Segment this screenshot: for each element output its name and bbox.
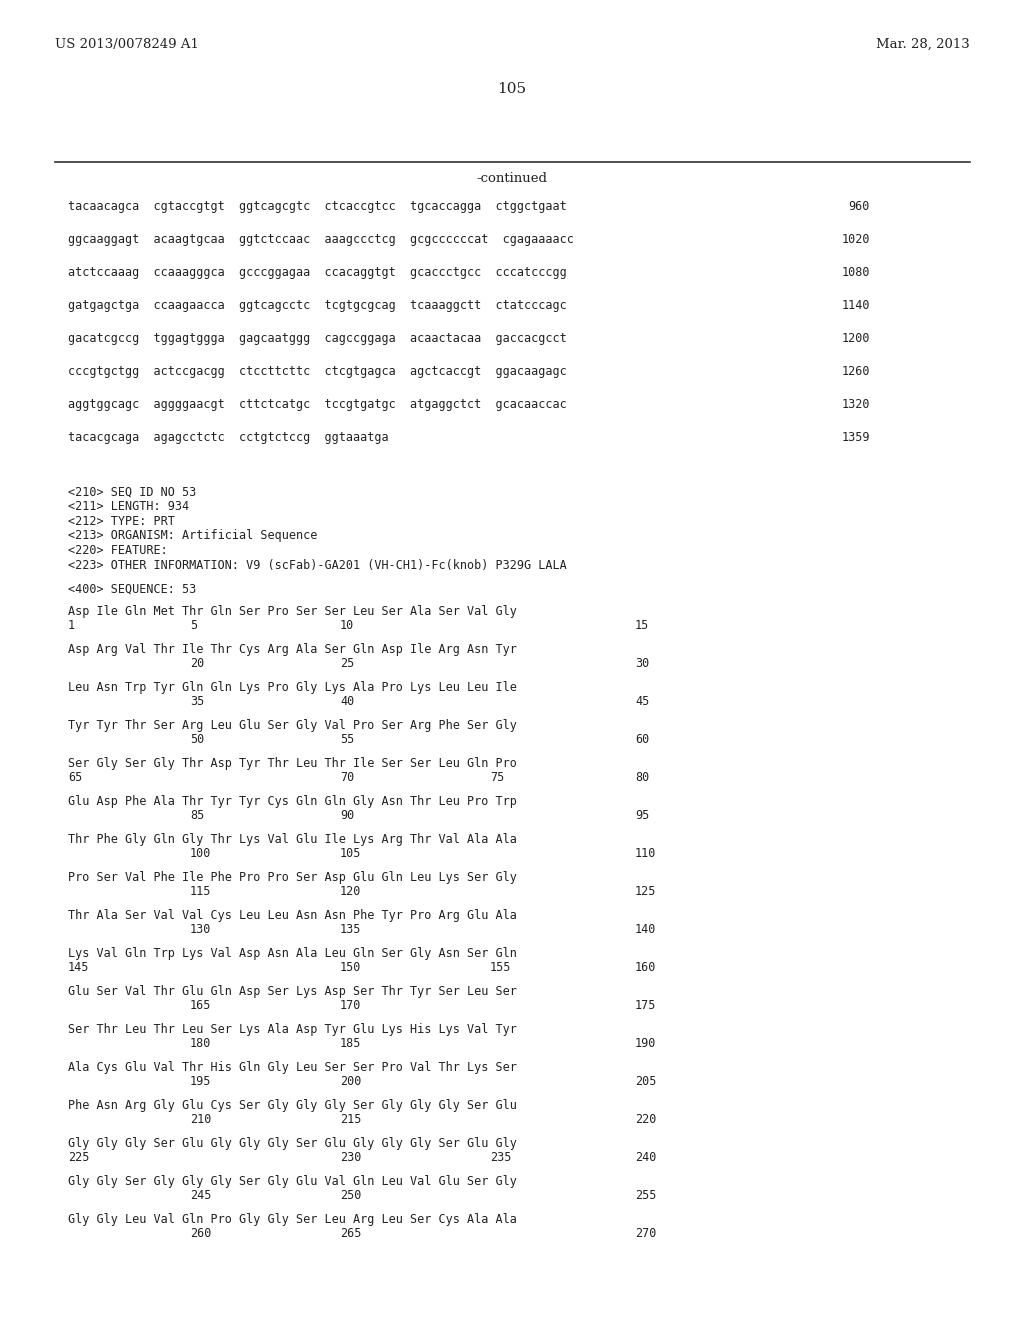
Text: 165: 165 [190, 999, 211, 1012]
Text: 150: 150 [340, 961, 361, 974]
Text: atctccaaag  ccaaagggca  gcccggagaa  ccacaggtgt  gcaccctgcc  cccatcccgg: atctccaaag ccaaagggca gcccggagaa ccacagg… [68, 267, 566, 279]
Text: cccgtgctgg  actccgacgg  ctccttcttc  ctcgtgagca  agctcaccgt  ggacaagagc: cccgtgctgg actccgacgg ctccttcttc ctcgtga… [68, 366, 566, 378]
Text: 100: 100 [190, 847, 211, 861]
Text: 230: 230 [340, 1151, 361, 1164]
Text: 155: 155 [490, 961, 511, 974]
Text: 145: 145 [68, 961, 89, 974]
Text: Gly Gly Leu Val Gln Pro Gly Gly Ser Leu Arg Leu Ser Cys Ala Ala: Gly Gly Leu Val Gln Pro Gly Gly Ser Leu … [68, 1213, 517, 1226]
Text: Thr Phe Gly Gln Gly Thr Lys Val Glu Ile Lys Arg Thr Val Ala Ala: Thr Phe Gly Gln Gly Thr Lys Val Glu Ile … [68, 833, 517, 846]
Text: 1260: 1260 [842, 366, 870, 378]
Text: 40: 40 [340, 696, 354, 708]
Text: 125: 125 [635, 884, 656, 898]
Text: 95: 95 [635, 809, 649, 822]
Text: <212> TYPE: PRT: <212> TYPE: PRT [68, 515, 175, 528]
Text: 180: 180 [190, 1038, 211, 1049]
Text: Tyr Tyr Thr Ser Arg Leu Glu Ser Gly Val Pro Ser Arg Phe Ser Gly: Tyr Tyr Thr Ser Arg Leu Glu Ser Gly Val … [68, 719, 517, 733]
Text: 45: 45 [635, 696, 649, 708]
Text: Ser Gly Ser Gly Thr Asp Tyr Thr Leu Thr Ile Ser Ser Leu Gln Pro: Ser Gly Ser Gly Thr Asp Tyr Thr Leu Thr … [68, 756, 517, 770]
Text: 1: 1 [68, 619, 75, 632]
Text: 215: 215 [340, 1113, 361, 1126]
Text: 140: 140 [635, 923, 656, 936]
Text: 70: 70 [340, 771, 354, 784]
Text: tacaacagca  cgtaccgtgt  ggtcagcgtc  ctcaccgtcc  tgcaccagga  ctggctgaat: tacaacagca cgtaccgtgt ggtcagcgtc ctcaccg… [68, 201, 566, 213]
Text: <211> LENGTH: 934: <211> LENGTH: 934 [68, 500, 189, 513]
Text: 210: 210 [190, 1113, 211, 1126]
Text: Mar. 28, 2013: Mar. 28, 2013 [877, 38, 970, 51]
Text: 15: 15 [635, 619, 649, 632]
Text: 220: 220 [635, 1113, 656, 1126]
Text: 245: 245 [190, 1189, 211, 1203]
Text: 20: 20 [190, 657, 204, 671]
Text: 30: 30 [635, 657, 649, 671]
Text: Ser Thr Leu Thr Leu Ser Lys Ala Asp Tyr Glu Lys His Lys Val Tyr: Ser Thr Leu Thr Leu Ser Lys Ala Asp Tyr … [68, 1023, 517, 1036]
Text: 105: 105 [498, 82, 526, 96]
Text: 1140: 1140 [842, 300, 870, 312]
Text: 265: 265 [340, 1228, 361, 1239]
Text: 255: 255 [635, 1189, 656, 1203]
Text: 35: 35 [190, 696, 204, 708]
Text: 135: 135 [340, 923, 361, 936]
Text: 200: 200 [340, 1074, 361, 1088]
Text: 80: 80 [635, 771, 649, 784]
Text: 270: 270 [635, 1228, 656, 1239]
Text: <400> SEQUENCE: 53: <400> SEQUENCE: 53 [68, 583, 197, 597]
Text: 120: 120 [340, 884, 361, 898]
Text: 25: 25 [340, 657, 354, 671]
Text: 1020: 1020 [842, 234, 870, 246]
Text: 85: 85 [190, 809, 204, 822]
Text: US 2013/0078249 A1: US 2013/0078249 A1 [55, 38, 199, 51]
Text: 10: 10 [340, 619, 354, 632]
Text: Leu Asn Trp Tyr Gln Gln Lys Pro Gly Lys Ala Pro Lys Leu Leu Ile: Leu Asn Trp Tyr Gln Gln Lys Pro Gly Lys … [68, 681, 517, 694]
Text: 1359: 1359 [842, 432, 870, 444]
Text: 50: 50 [190, 733, 204, 746]
Text: 5: 5 [190, 619, 198, 632]
Text: 55: 55 [340, 733, 354, 746]
Text: 65: 65 [68, 771, 82, 784]
Text: gacatcgccg  tggagtggga  gagcaatggg  cagccggaga  acaactacaa  gaccacgcct: gacatcgccg tggagtggga gagcaatggg cagccgg… [68, 333, 566, 345]
Text: <210> SEQ ID NO 53: <210> SEQ ID NO 53 [68, 486, 197, 499]
Text: 90: 90 [340, 809, 354, 822]
Text: <213> ORGANISM: Artificial Sequence: <213> ORGANISM: Artificial Sequence [68, 529, 317, 543]
Text: 170: 170 [340, 999, 361, 1012]
Text: tacacgcaga  agagcctctc  cctgtctccg  ggtaaatga: tacacgcaga agagcctctc cctgtctccg ggtaaat… [68, 432, 389, 444]
Text: 160: 160 [635, 961, 656, 974]
Text: Ala Cys Glu Val Thr His Gln Gly Leu Ser Ser Pro Val Thr Lys Ser: Ala Cys Glu Val Thr His Gln Gly Leu Ser … [68, 1061, 517, 1074]
Text: Gly Gly Ser Gly Gly Gly Ser Gly Glu Val Gln Leu Val Glu Ser Gly: Gly Gly Ser Gly Gly Gly Ser Gly Glu Val … [68, 1175, 517, 1188]
Text: Glu Asp Phe Ala Thr Tyr Tyr Cys Gln Gln Gly Asn Thr Leu Pro Trp: Glu Asp Phe Ala Thr Tyr Tyr Cys Gln Gln … [68, 795, 517, 808]
Text: -continued: -continued [476, 172, 548, 185]
Text: 235: 235 [490, 1151, 511, 1164]
Text: Lys Val Gln Trp Lys Val Asp Asn Ala Leu Gln Ser Gly Asn Ser Gln: Lys Val Gln Trp Lys Val Asp Asn Ala Leu … [68, 946, 517, 960]
Text: Glu Ser Val Thr Glu Gln Asp Ser Lys Asp Ser Thr Tyr Ser Leu Ser: Glu Ser Val Thr Glu Gln Asp Ser Lys Asp … [68, 985, 517, 998]
Text: <220> FEATURE:: <220> FEATURE: [68, 544, 168, 557]
Text: 75: 75 [490, 771, 504, 784]
Text: 960: 960 [849, 201, 870, 213]
Text: ggcaaggagt  acaagtgcaa  ggtctccaac  aaagccctcg  gcgccccccat  cgagaaaacc: ggcaaggagt acaagtgcaa ggtctccaac aaagccc… [68, 234, 573, 246]
Text: 1320: 1320 [842, 399, 870, 411]
Text: Gly Gly Gly Ser Glu Gly Gly Gly Ser Glu Gly Gly Gly Ser Glu Gly: Gly Gly Gly Ser Glu Gly Gly Gly Ser Glu … [68, 1137, 517, 1150]
Text: Asp Ile Gln Met Thr Gln Ser Pro Ser Ser Leu Ser Ala Ser Val Gly: Asp Ile Gln Met Thr Gln Ser Pro Ser Ser … [68, 605, 517, 618]
Text: 190: 190 [635, 1038, 656, 1049]
Text: 110: 110 [635, 847, 656, 861]
Text: 225: 225 [68, 1151, 89, 1164]
Text: gatgagctga  ccaagaacca  ggtcagcctc  tcgtgcgcag  tcaaaggctt  ctatcccagc: gatgagctga ccaagaacca ggtcagcctc tcgtgcg… [68, 300, 566, 312]
Text: 240: 240 [635, 1151, 656, 1164]
Text: 115: 115 [190, 884, 211, 898]
Text: 1080: 1080 [842, 267, 870, 279]
Text: 175: 175 [635, 999, 656, 1012]
Text: Asp Arg Val Thr Ile Thr Cys Arg Ala Ser Gln Asp Ile Arg Asn Tyr: Asp Arg Val Thr Ile Thr Cys Arg Ala Ser … [68, 643, 517, 656]
Text: 260: 260 [190, 1228, 211, 1239]
Text: 195: 195 [190, 1074, 211, 1088]
Text: 60: 60 [635, 733, 649, 746]
Text: 130: 130 [190, 923, 211, 936]
Text: <223> OTHER INFORMATION: V9 (scFab)-GA201 (VH-CH1)-Fc(knob) P329G LALA: <223> OTHER INFORMATION: V9 (scFab)-GA20… [68, 558, 566, 572]
Text: 250: 250 [340, 1189, 361, 1203]
Text: 1200: 1200 [842, 333, 870, 345]
Text: 205: 205 [635, 1074, 656, 1088]
Text: Thr Ala Ser Val Val Cys Leu Leu Asn Asn Phe Tyr Pro Arg Glu Ala: Thr Ala Ser Val Val Cys Leu Leu Asn Asn … [68, 909, 517, 921]
Text: aggtggcagc  aggggaacgt  cttctcatgc  tccgtgatgc  atgaggctct  gcacaaccac: aggtggcagc aggggaacgt cttctcatgc tccgtga… [68, 399, 566, 411]
Text: Pro Ser Val Phe Ile Phe Pro Pro Ser Asp Glu Gln Leu Lys Ser Gly: Pro Ser Val Phe Ile Phe Pro Pro Ser Asp … [68, 871, 517, 884]
Text: 105: 105 [340, 847, 361, 861]
Text: 185: 185 [340, 1038, 361, 1049]
Text: Phe Asn Arg Gly Glu Cys Ser Gly Gly Gly Ser Gly Gly Gly Ser Glu: Phe Asn Arg Gly Glu Cys Ser Gly Gly Gly … [68, 1100, 517, 1111]
